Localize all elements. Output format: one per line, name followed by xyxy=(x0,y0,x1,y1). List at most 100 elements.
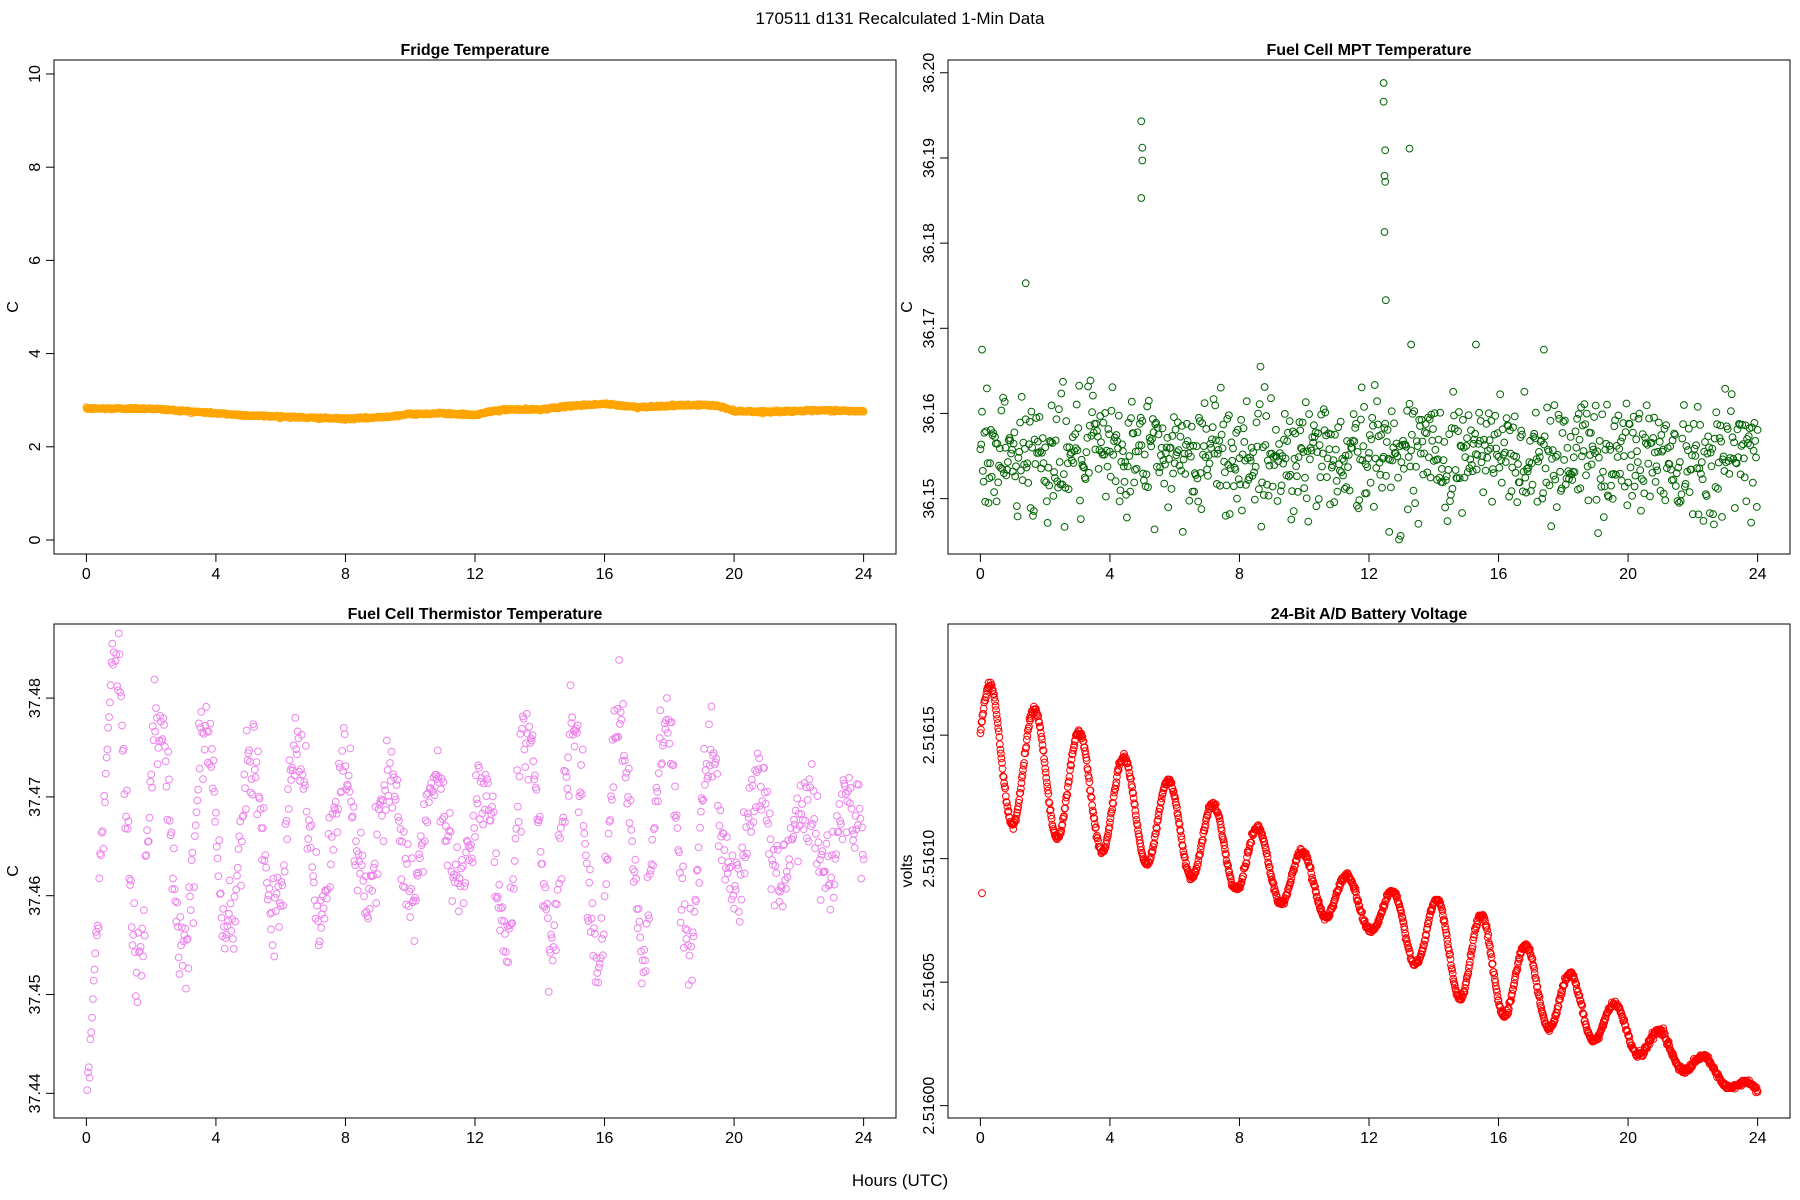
data-point xyxy=(563,784,572,793)
data-point xyxy=(238,812,247,821)
data-point xyxy=(818,847,827,856)
data-point xyxy=(236,817,245,826)
data-point xyxy=(1535,448,1543,456)
data-point xyxy=(1044,463,1053,472)
data-point xyxy=(654,769,663,778)
data-point xyxy=(1036,723,1045,732)
data-point xyxy=(1073,446,1082,455)
data-point xyxy=(723,869,732,877)
data-point xyxy=(1415,954,1424,962)
data-point xyxy=(1499,450,1508,459)
data-point xyxy=(1570,468,1579,477)
data-point xyxy=(655,734,664,742)
data-point xyxy=(1667,465,1675,474)
x-tick-label: 12 xyxy=(466,1130,484,1147)
data-point xyxy=(1180,449,1189,458)
data-point xyxy=(1045,481,1054,490)
data-point xyxy=(126,881,135,889)
data-point xyxy=(388,803,397,812)
data-point xyxy=(1531,974,1540,983)
data-point xyxy=(1170,413,1178,422)
data-point xyxy=(784,836,793,845)
data-point xyxy=(1401,929,1410,938)
data-point xyxy=(497,904,505,913)
data-point xyxy=(645,914,653,923)
data-point xyxy=(747,828,755,836)
data-point xyxy=(785,855,793,863)
data-point xyxy=(1450,981,1459,990)
data-point xyxy=(1273,497,1282,505)
data-point xyxy=(671,782,679,791)
data-point xyxy=(633,924,642,933)
data-point xyxy=(810,815,819,823)
data-point xyxy=(1495,463,1504,472)
data-point xyxy=(1402,934,1411,942)
data-point xyxy=(1709,510,1717,519)
data-point xyxy=(1196,850,1204,858)
data-point xyxy=(1169,787,1178,796)
y-tick-label: 37.45 xyxy=(27,974,44,1014)
data-point xyxy=(1568,476,1577,484)
data-point xyxy=(552,900,561,909)
data-point xyxy=(823,831,832,840)
data-point xyxy=(681,925,690,933)
data-point xyxy=(1480,435,1488,444)
data-point xyxy=(1523,467,1532,476)
data-point xyxy=(593,969,602,977)
y-tick-label: 36.19 xyxy=(921,138,938,178)
data-point xyxy=(128,941,137,949)
data-point xyxy=(1461,984,1469,992)
data-point xyxy=(735,908,743,916)
data-point xyxy=(807,760,816,768)
data-point xyxy=(1476,436,1484,445)
data-point xyxy=(561,767,570,776)
data-point xyxy=(1128,783,1136,792)
y-tick-label: 6 xyxy=(27,256,44,265)
data-point xyxy=(460,882,469,891)
data-point xyxy=(132,968,141,977)
data-point xyxy=(632,874,640,883)
data-point xyxy=(267,925,275,934)
data-point xyxy=(714,842,723,851)
data-point xyxy=(1037,732,1046,741)
data-point xyxy=(1127,774,1135,783)
data-point xyxy=(516,730,525,738)
data-point xyxy=(805,775,814,784)
data-point xyxy=(1076,496,1084,505)
data-point xyxy=(1035,413,1044,421)
data-point xyxy=(255,794,264,803)
data-point xyxy=(1173,448,1181,457)
data-point xyxy=(539,880,548,888)
data-point xyxy=(786,861,794,870)
data-point xyxy=(535,816,543,825)
data-point xyxy=(273,873,282,882)
data-point xyxy=(242,805,250,813)
data-point xyxy=(1244,848,1253,857)
data-point xyxy=(1345,486,1354,495)
data-point xyxy=(1649,434,1658,442)
data-point xyxy=(246,788,255,797)
data-point xyxy=(269,874,278,883)
data-point xyxy=(479,820,488,829)
data-point xyxy=(634,904,643,913)
data-point xyxy=(302,807,311,816)
data-point xyxy=(233,863,242,872)
data-point xyxy=(1060,812,1068,820)
data-point xyxy=(1247,838,1256,847)
data-point xyxy=(436,817,445,826)
data-point xyxy=(315,937,324,946)
data-point xyxy=(566,681,575,690)
data-point xyxy=(282,817,291,825)
data-point xyxy=(416,832,425,840)
data-point xyxy=(204,727,213,736)
data-point xyxy=(978,889,986,898)
data-point xyxy=(1383,425,1392,434)
data-point xyxy=(466,844,475,853)
data-point xyxy=(123,825,132,833)
data-point xyxy=(1013,512,1022,521)
data-point xyxy=(1157,794,1166,803)
data-point xyxy=(1713,420,1721,429)
data-point xyxy=(750,807,759,816)
data-point xyxy=(590,929,599,938)
data-point xyxy=(421,816,430,825)
